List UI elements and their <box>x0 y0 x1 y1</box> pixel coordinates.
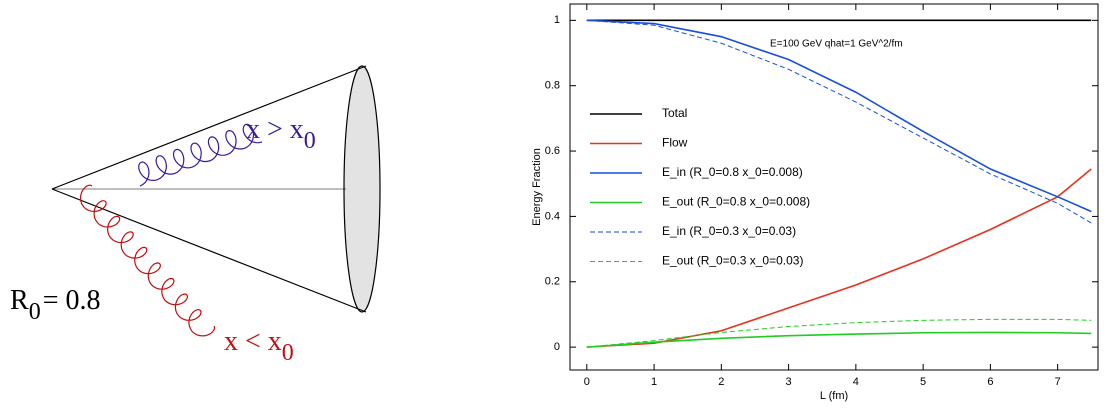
annotation: E=100 GeV qhat=1 GeV^2/fm <box>770 39 903 50</box>
x-tick-label: 5 <box>920 376 926 388</box>
cone-base <box>343 65 381 313</box>
label-sub: 0 <box>304 128 316 154</box>
series-line <box>586 331 1092 348</box>
series-line <box>586 318 1092 348</box>
legend-label: E_in (R_0=0.3 x_0=0.03) <box>662 224 796 238</box>
lower-label: x < x0 <box>224 326 294 365</box>
legend-label: Flow <box>662 136 688 150</box>
y-tick-label: 0.4 <box>545 210 560 222</box>
x-axis-label: L (fm) <box>820 390 848 402</box>
label-text: x < x <box>224 326 282 357</box>
upper-label: x > x0 <box>246 114 316 153</box>
label-text: = 0.8 <box>43 285 101 316</box>
label-sub: 0 <box>29 299 41 325</box>
label-text: R <box>10 285 29 316</box>
legend-label: E_out (R_0=0.3 x_0=0.03) <box>662 254 803 268</box>
x-tick-label: 0 <box>584 376 590 388</box>
legend-label: E_out (R_0=0.8 x_0=0.008) <box>662 195 810 209</box>
plot-frame <box>569 3 1099 371</box>
gluon-coil <box>79 184 216 337</box>
series-line <box>586 19 1092 224</box>
label-sub: 0 <box>282 340 294 366</box>
x-tick-label: 6 <box>987 376 993 388</box>
cone-edge <box>51 188 367 313</box>
y-tick-label: 0.8 <box>545 80 560 92</box>
legend-label: E_in (R_0=0.8 x_0=0.008) <box>662 165 803 179</box>
x-tick-label: 3 <box>786 376 792 388</box>
gluon-coil <box>138 123 263 187</box>
x-tick-label: 7 <box>1055 376 1061 388</box>
series-line <box>586 19 1092 213</box>
y-tick-label: 1 <box>554 14 560 26</box>
y-axis-label: Energy Fraction <box>531 148 543 226</box>
x-tick-label: 4 <box>853 376 859 388</box>
cone-edge <box>51 65 367 190</box>
y-tick-label: 0.2 <box>545 276 560 288</box>
x-tick-label: 2 <box>718 376 724 388</box>
series-line <box>586 168 1092 348</box>
y-tick-label: 0 <box>554 341 560 353</box>
legend-label: Total <box>662 106 687 120</box>
y-tick-label: 0.6 <box>545 145 560 157</box>
x-tick-label: 1 <box>651 376 657 388</box>
cone-label: R0= 0.8 <box>10 285 100 324</box>
cone-diagram: x > x0 x < x0 R0= 0.8 <box>10 65 381 366</box>
label-text: x > x <box>246 114 304 145</box>
